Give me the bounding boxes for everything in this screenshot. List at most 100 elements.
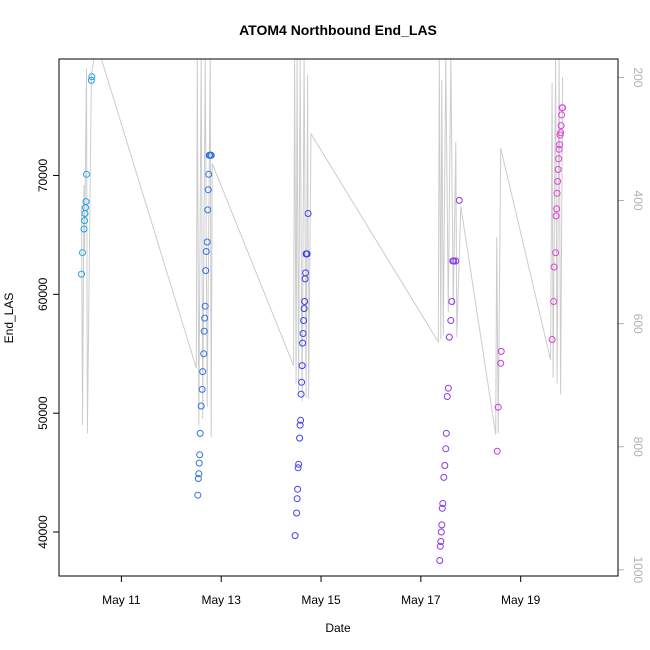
x-tick-label: May 15 (301, 593, 341, 607)
connector-lines (81, 58, 564, 437)
y-axis-label: End_LAS (2, 293, 16, 344)
data-point (202, 267, 210, 275)
data-point (437, 538, 445, 545)
data-point (88, 73, 96, 81)
data-point (550, 263, 558, 271)
data-point (194, 475, 202, 482)
data-point (554, 166, 562, 173)
data-point (300, 305, 308, 313)
data-point (78, 270, 85, 278)
y2-tick-label: 800 (631, 437, 645, 457)
data-point (302, 269, 310, 277)
data-point (204, 186, 212, 194)
data-point (297, 416, 305, 424)
data-point (440, 473, 448, 481)
y-tick-label: 40000 (36, 515, 50, 549)
data-point (445, 333, 453, 341)
data-point (555, 145, 563, 153)
data-point (553, 205, 561, 213)
y2-tick-label: 200 (631, 67, 645, 87)
right-axis-layer: 200 400 600 800 1000 (618, 67, 645, 584)
data-point (552, 212, 560, 220)
data-point (298, 362, 306, 370)
data-point (202, 248, 210, 255)
data-point (194, 491, 202, 499)
data-point (204, 206, 212, 214)
y-tick-label: 70000 (36, 158, 50, 192)
data-point (295, 460, 303, 468)
y-axis: 40000 50000 60000 70000 (36, 158, 59, 549)
data-point (196, 451, 204, 459)
data-point (83, 170, 90, 178)
data-point (436, 557, 444, 564)
x-axis-label: Date (325, 621, 351, 635)
data-point (444, 384, 452, 392)
data-point (201, 314, 209, 322)
data-point (497, 347, 505, 355)
data-point (198, 385, 206, 393)
x-tick-label: May 11 (102, 593, 141, 607)
y2-tick-label: 600 (631, 314, 645, 334)
chart-title: ATOM4 Northbound End_LAS (239, 22, 437, 38)
data-point (195, 459, 203, 467)
data-point (438, 521, 446, 529)
x-tick-label: May 13 (202, 593, 242, 607)
data-point (291, 532, 299, 540)
data-point (294, 485, 302, 493)
data-point (455, 196, 463, 204)
data-point (296, 421, 304, 429)
data-point (87, 76, 95, 84)
x-tick-label: May 19 (501, 593, 541, 607)
data-point (80, 225, 88, 233)
data-point (443, 393, 451, 400)
data-point (205, 170, 213, 178)
y-tick-label: 60000 (36, 277, 50, 311)
data-point (298, 378, 306, 386)
data-point (201, 302, 209, 310)
data-point (557, 122, 565, 130)
data-point (452, 257, 460, 265)
data-point (293, 509, 301, 517)
data-point (199, 368, 207, 376)
y-tick-label: 50000 (36, 396, 50, 430)
data-point (438, 504, 446, 512)
data-point (553, 189, 561, 197)
data-point (200, 350, 208, 358)
data-point (195, 470, 203, 478)
data-point (436, 542, 444, 550)
data-point (558, 111, 566, 119)
data-point (497, 359, 505, 367)
data-point (200, 327, 208, 335)
data-point (293, 495, 301, 503)
data-point (442, 445, 450, 453)
data-point (300, 317, 308, 324)
y2-tick-label: 400 (631, 191, 645, 211)
data-point (555, 155, 563, 163)
y2-tick-label: 1000 (631, 556, 645, 583)
data-point (450, 257, 458, 265)
data-point (203, 238, 211, 246)
data-point (494, 403, 502, 411)
points-layer (78, 73, 567, 564)
data-point (552, 249, 560, 257)
data-point (197, 402, 205, 410)
data-point (301, 298, 309, 305)
data-point (294, 464, 302, 472)
data-point (303, 250, 311, 258)
data-point (296, 434, 304, 442)
data-point (550, 298, 558, 305)
data-point (441, 462, 449, 469)
data-point (559, 104, 567, 112)
connector-line (81, 58, 564, 437)
data-point (556, 141, 564, 149)
data-point (304, 210, 312, 217)
data-point (79, 249, 86, 257)
data-point (548, 336, 556, 343)
data-point (557, 129, 565, 137)
data-point (196, 429, 204, 437)
data-point (493, 447, 501, 455)
data-point (439, 500, 447, 507)
data-point (82, 198, 90, 206)
data-point (554, 177, 562, 185)
x-axis: May 11 May 13 May 15 May 17 May 19 (102, 576, 541, 607)
